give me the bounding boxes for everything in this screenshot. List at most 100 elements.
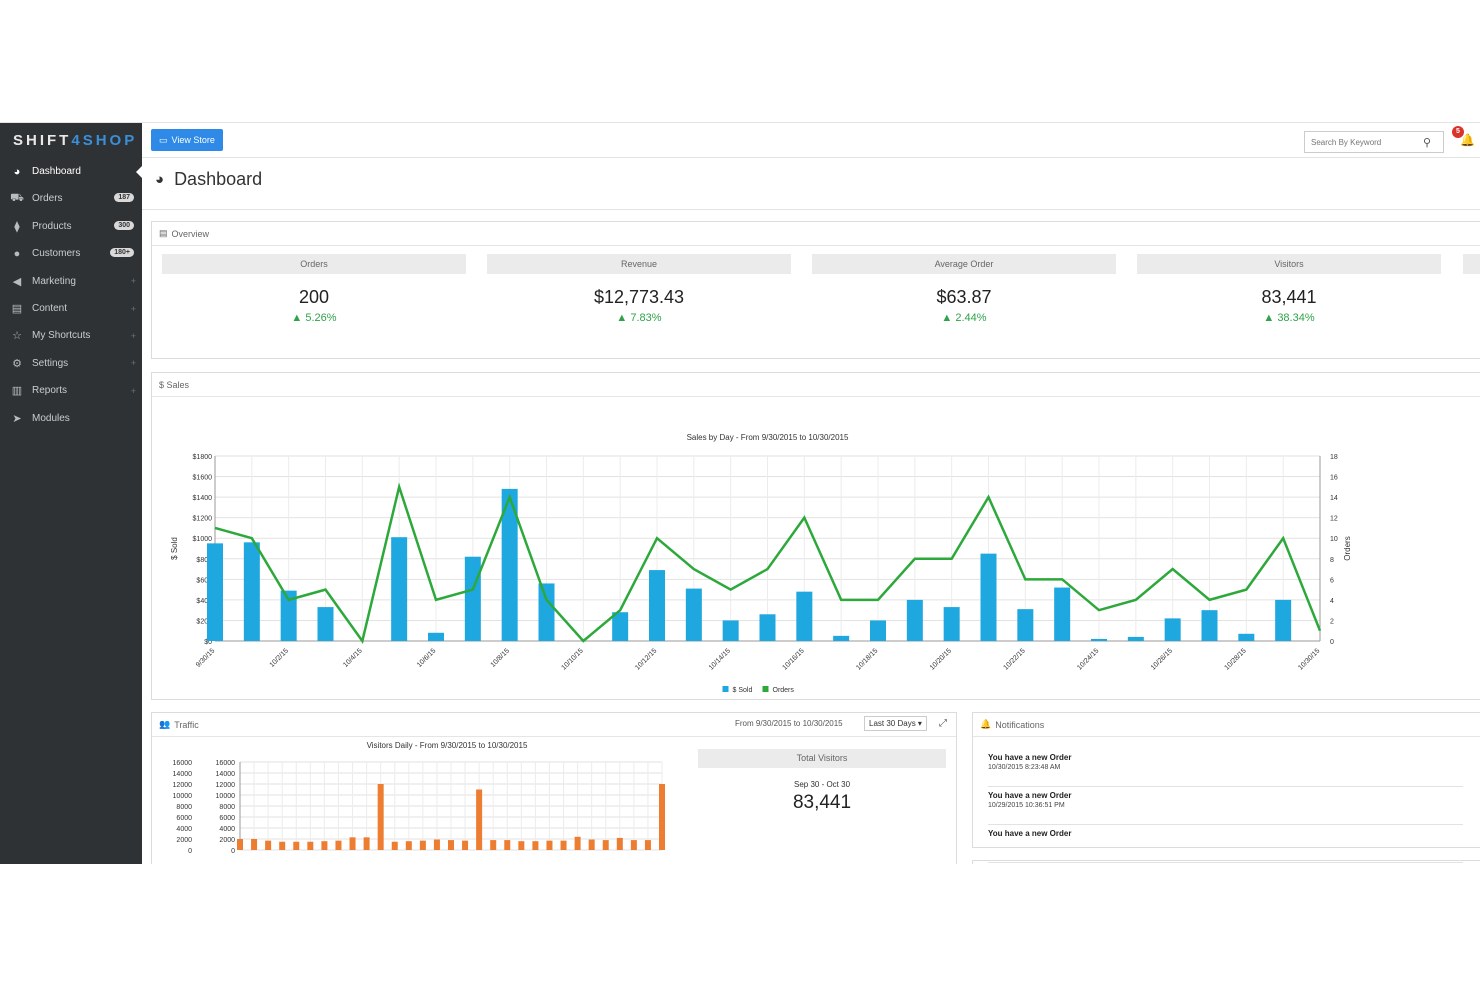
traffic-y-tick-label-inner: 10000	[216, 793, 236, 800]
traffic-y-tick-label-inner: 12000	[216, 782, 236, 789]
traffic-bar	[616, 837, 623, 850]
sales-x-tick-label: 10/20/15	[929, 647, 953, 671]
count-badge: 300	[114, 220, 134, 230]
sales-x-tick-label: 10/10/15	[561, 647, 585, 671]
legend-label-sold: $ Sold	[733, 687, 753, 694]
stat-value: 200	[298, 287, 330, 307]
notification-item[interactable]: You have a new Order 10/29/2015 10:36:51 …	[988, 791, 1463, 825]
stat-label: Revenue	[487, 254, 791, 274]
sidebar-item-content[interactable]: ▤ Content +	[0, 295, 142, 322]
sales-bar	[428, 632, 444, 641]
view-store-label: View Store	[171, 135, 215, 145]
traffic-bar	[265, 840, 272, 850]
notifications-header: 🔔 Notifications	[973, 713, 1480, 737]
notification-date: 10/30/2015 8:23:48 AM	[988, 764, 1061, 771]
notification-item[interactable]: You have a new Order 10/30/2015 8:23:48 A…	[988, 753, 1463, 787]
traffic-bar	[405, 841, 412, 850]
sales-bar	[464, 556, 481, 641]
logo-text-shop: SHOP	[82, 132, 138, 149]
traffic-range-select[interactable]: Last 30 Days ▾	[864, 716, 927, 731]
sales-header: $ Sales	[152, 373, 1480, 397]
sales-panel: $ Sales Sales by Day - From 9/30/2015 to…	[151, 372, 1480, 700]
up-arrow-icon: ▲	[941, 312, 953, 324]
expand-plus-icon[interactable]: +	[130, 276, 136, 287]
sidebar-item-customers[interactable]: ● Customers 180+	[0, 240, 142, 267]
sales-x-tick-label: 10/2/15	[269, 647, 291, 669]
cogs-icon: ⚙	[12, 357, 22, 370]
sidebar-item-label: Products	[32, 220, 72, 232]
up-arrow-icon: ▲	[291, 312, 303, 324]
traffic-bar	[251, 839, 258, 850]
sales-bar	[1054, 587, 1071, 641]
expand-plus-icon[interactable]: +	[130, 330, 136, 341]
traffic-bar	[349, 837, 356, 850]
sales-x-tick-label: 10/4/15	[342, 647, 364, 669]
sidebar-item-my-shortcuts[interactable]: ☆ My Shortcuts +	[0, 322, 142, 349]
expand-plus-icon[interactable]: +	[130, 303, 136, 314]
sidebar-item-label: Orders	[32, 193, 63, 205]
sidebar-item-label: Dashboard	[32, 166, 81, 177]
stat-orders: Orders 200 ▲ 5.26%	[162, 254, 466, 324]
expand-plus-icon[interactable]: +	[130, 358, 136, 369]
sales-bar	[943, 607, 960, 641]
traffic-header: 👥 Traffic From 9/30/2015 to 10/30/2015 L…	[152, 713, 956, 737]
sidebar-item-products[interactable]: ⧫ Products 300	[0, 213, 142, 240]
sidebar-item-label: Modules	[32, 412, 70, 424]
bell-icon[interactable]: 🔔	[1460, 133, 1475, 147]
sales-y-tick-label: $1600	[193, 475, 213, 482]
sales-y-axis-label: $ Sold	[170, 537, 179, 560]
sidebar-item-label: My Shortcuts	[32, 330, 91, 342]
sales-x-tick-label: 10/24/15	[1076, 647, 1100, 671]
sidebar-item-reports[interactable]: ▥ Reports +	[0, 377, 142, 404]
sidebar-item-dashboard[interactable]: ◕ Dashboard	[0, 158, 142, 185]
stat-change: ▲ 5.26%	[162, 312, 466, 324]
page-title: ◕ Dashboard	[155, 169, 262, 190]
shift4shop-logo[interactable]: SHIFT4SHOP	[13, 132, 137, 149]
total-visitors-period: Sep 30 - Oct 30	[793, 780, 851, 789]
notification-item[interactable]: You have a new Order	[988, 829, 1463, 863]
stat-value: 83,441	[1261, 287, 1317, 307]
sales-y-tick-label: $1200	[193, 516, 213, 523]
bar-chart-icon: ▥	[11, 385, 23, 398]
sales-bar	[207, 543, 223, 641]
sales-y-tick-label: $1400	[193, 495, 213, 502]
bullhorn-icon: ◀	[12, 275, 22, 288]
sales-bar	[538, 583, 555, 641]
notifications-title: Notifications	[995, 719, 1045, 730]
sales-y-tick-label: $800	[196, 557, 212, 564]
sidebar-item-modules[interactable]: ➤ Modules	[0, 405, 142, 432]
traffic-bar	[419, 840, 426, 850]
sales-y2-tick-label: 16	[1330, 475, 1338, 482]
sales-bar	[685, 588, 702, 641]
sales-bar	[980, 553, 997, 641]
users-icon: 👥	[159, 719, 171, 729]
traffic-chart: Visitors Daily - From 9/30/2015 to 10/30…	[173, 741, 665, 855]
sales-bar	[243, 542, 260, 641]
stat-change-value: 5.26%	[305, 312, 337, 324]
view-store-button[interactable]: ▭ View Store	[151, 129, 223, 151]
sidebar-item-label: Reports	[32, 385, 68, 397]
traffic-bar	[588, 839, 595, 850]
expand-plus-icon[interactable]: +	[130, 385, 136, 396]
sales-bar	[1238, 633, 1255, 641]
search-icon[interactable]: ⚲	[1423, 136, 1432, 149]
traffic-y-tick-label-inner: 4000	[219, 826, 235, 833]
search-box: ⚲	[1304, 131, 1444, 153]
sales-x-tick-label: 10/22/15	[1003, 647, 1027, 671]
expand-icon[interactable]: ⤢	[939, 718, 947, 729]
monitor-icon: ▭	[159, 134, 168, 145]
traffic-bar	[293, 841, 300, 850]
traffic-range-text: From 9/30/2015 to 10/30/2015	[735, 719, 843, 728]
sales-x-tick-label: 10/26/15	[1150, 647, 1174, 671]
sidebar-item-marketing[interactable]: ◀ Marketing +	[0, 268, 142, 295]
search-input[interactable]	[1305, 137, 1423, 147]
traffic-bar	[391, 841, 398, 850]
bell-small-icon: 🔔	[980, 719, 992, 729]
page-title-text: Dashboard	[174, 169, 263, 189]
overview-icon: ▤	[159, 228, 168, 238]
sidebar-item-orders[interactable]: ⛟ Orders 187	[0, 185, 142, 212]
sales-y-tick-label: $0	[204, 639, 212, 646]
sidebar-item-settings[interactable]: ⚙ Settings +	[0, 350, 142, 377]
traffic-bar	[644, 840, 651, 850]
sidebar-item-label: Customers	[32, 248, 81, 260]
